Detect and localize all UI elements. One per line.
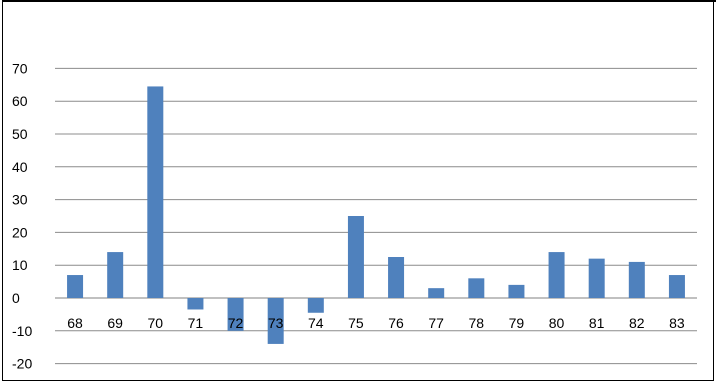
bar-68 bbox=[67, 275, 84, 298]
bar-73 bbox=[267, 298, 284, 344]
bar-75 bbox=[347, 216, 364, 298]
x-tick-label: 80 bbox=[549, 315, 565, 331]
y-tick-label: 60 bbox=[12, 93, 28, 109]
y-tick-label: 30 bbox=[12, 192, 28, 208]
y-tick-label: -20 bbox=[12, 356, 32, 372]
bars bbox=[67, 86, 685, 344]
x-tick-label: 68 bbox=[67, 315, 83, 331]
bar-74 bbox=[307, 298, 324, 313]
y-tick-label: 40 bbox=[12, 159, 28, 175]
y-tick-label: 70 bbox=[12, 60, 28, 76]
bar-83 bbox=[668, 275, 685, 298]
bar-71 bbox=[187, 298, 204, 310]
bar-70 bbox=[147, 86, 164, 298]
x-tick-label: 76 bbox=[388, 315, 404, 331]
bar-81 bbox=[588, 258, 605, 298]
x-axis-ticks: 68 69 70 71 72 73 74 75 76 77 78 79 80 81 82 83 bbox=[67, 315, 685, 331]
x-tick-label: 78 bbox=[469, 315, 485, 331]
x-tick-label: 71 bbox=[188, 315, 204, 331]
chart-frame bbox=[2, 2, 714, 381]
x-tick-label: 77 bbox=[428, 315, 444, 331]
bar-82 bbox=[628, 261, 645, 298]
frame-top-rule bbox=[2, 0, 716, 2]
x-tick-label: 74 bbox=[308, 315, 324, 331]
x-tick-label: 75 bbox=[348, 315, 364, 331]
bar-69 bbox=[107, 252, 124, 298]
x-tick-label: 82 bbox=[629, 315, 645, 331]
y-axis-ticks: 70 60 50 40 30 20 10 0 -10 -20 bbox=[12, 60, 32, 371]
x-tick-label: 69 bbox=[107, 315, 123, 331]
y-tick-label: 50 bbox=[12, 126, 28, 142]
y-tick-label: 10 bbox=[12, 257, 28, 273]
bar-72 bbox=[227, 298, 244, 331]
x-tick-label: 79 bbox=[509, 315, 525, 331]
x-tick-label: 83 bbox=[669, 315, 685, 331]
x-tick-label: 70 bbox=[148, 315, 164, 331]
y-tick-label: -10 bbox=[12, 323, 32, 339]
bar-76 bbox=[388, 257, 405, 298]
x-tick-label: 73 bbox=[268, 315, 284, 331]
bar-77 bbox=[428, 288, 445, 298]
bar-79 bbox=[508, 284, 525, 298]
bar-80 bbox=[548, 252, 565, 298]
y-tick-label: 0 bbox=[12, 290, 20, 306]
x-tick-label: 81 bbox=[589, 315, 605, 331]
bar-78 bbox=[468, 278, 485, 298]
y-tick-label: 20 bbox=[12, 224, 28, 240]
x-tick-label: 72 bbox=[228, 315, 244, 331]
